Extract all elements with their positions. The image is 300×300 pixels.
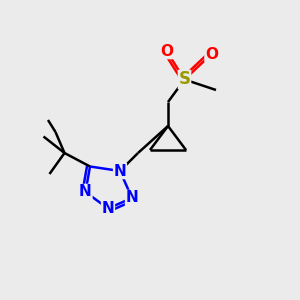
Text: N: N [126, 190, 138, 206]
Text: N: N [114, 164, 126, 178]
Text: N: N [102, 201, 114, 216]
Text: S: S [178, 70, 190, 88]
Text: O: O [160, 44, 173, 59]
Text: O: O [205, 46, 218, 62]
Text: N: N [79, 184, 92, 200]
